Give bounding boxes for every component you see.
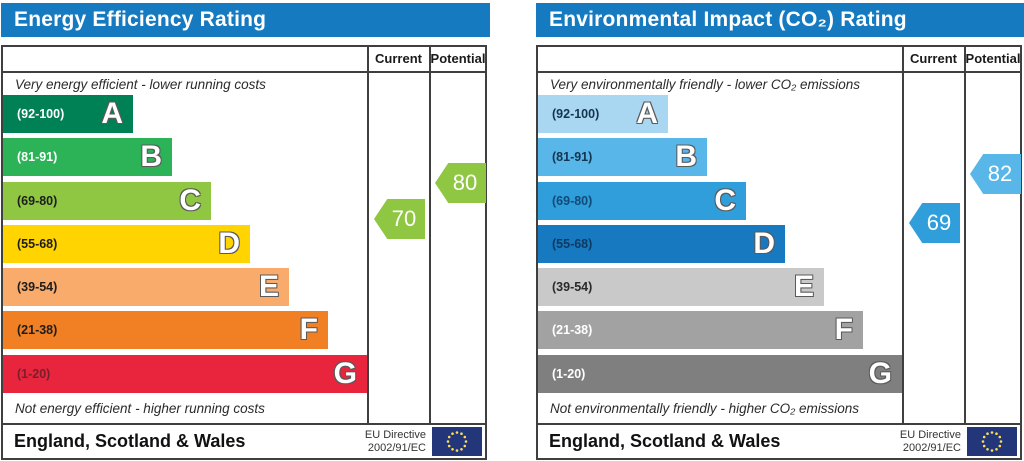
band-range: (39-54) [17, 280, 58, 294]
column-header-divider [536, 71, 1022, 73]
potential-column-header: Potential [965, 51, 1021, 66]
band-letter: B [140, 140, 162, 173]
band-letter: A [101, 97, 123, 130]
eu-directive-line2: 2002/91/EC [367, 441, 426, 454]
band-letter: F [834, 313, 853, 346]
panel-title: Environmental Impact (CO₂) Rating [549, 8, 907, 31]
band-letter: F [299, 313, 318, 346]
eu-directive-line1: EU Directive [899, 429, 961, 441]
potential-score-value: 82 [987, 161, 1013, 186]
region-label: England, Scotland & Wales [14, 431, 246, 451]
band-range: (21-38) [17, 323, 58, 337]
band-row-c: (69-80) C [538, 182, 746, 220]
potential-column-divider [429, 45, 431, 425]
top-note: Very environmentally friendly - lower CO… [550, 77, 860, 92]
bottom-note: Not environmentally friendly - higher CO… [550, 401, 860, 416]
eu-flag-icon [967, 427, 1017, 456]
band-row-d: (55-68) D [538, 225, 785, 263]
band-letter: D [218, 227, 240, 260]
band-range: (39-54) [552, 280, 593, 294]
current-score-value: 70 [391, 206, 417, 231]
band-letter: D [753, 227, 775, 260]
panel-header-bar: Energy Efficiency Rating [1, 3, 490, 37]
panel-footer: England, Scotland & Wales EU Directive 2… [1, 423, 487, 460]
band-row-e: (39-54) E [538, 268, 824, 306]
current-score-value: 69 [926, 210, 952, 235]
band-row-f: (21-38) F [538, 311, 863, 349]
panel-footer: England, Scotland & Wales EU Directive 2… [536, 423, 1022, 460]
band-letter: A [636, 97, 658, 130]
current-column-header: Current [375, 51, 422, 66]
region-label: England, Scotland & Wales [549, 431, 781, 451]
panel-title: Energy Efficiency Rating [14, 8, 267, 31]
bottom-note: Not energy efficient - higher running co… [15, 401, 265, 416]
band-range: (92-100) [17, 107, 65, 121]
environmental-impact-panel: Environmental Impact (CO₂) Rating Curren… [535, 0, 1024, 461]
band-row-d: (55-68) D [3, 225, 250, 263]
band-range: (69-80) [17, 194, 58, 208]
band-range: (81-91) [17, 150, 58, 164]
band-range: (81-91) [552, 150, 593, 164]
potential-score-value: 80 [452, 170, 478, 195]
band-row-g: (1-20) G [538, 355, 902, 393]
band-range: (92-100) [552, 107, 600, 121]
band-row-b: (81-91) B [538, 138, 707, 176]
band-row-g: (1-20) G [3, 355, 367, 393]
band-range: (69-80) [552, 194, 593, 208]
eu-directive-line2: 2002/91/EC [902, 441, 961, 454]
eu-directive-label: EU Directive 2002/91/EC [365, 429, 426, 454]
band-letter: G [868, 357, 892, 390]
eu-flag-icon [432, 427, 482, 456]
column-header-divider [1, 71, 487, 73]
band-row-e: (39-54) E [3, 268, 289, 306]
eu-directive-line1: EU Directive [364, 429, 426, 441]
potential-column-divider [964, 45, 966, 425]
band-range: (21-38) [552, 323, 593, 337]
band-row-f: (21-38) F [3, 311, 328, 349]
band-letter: C [714, 184, 736, 217]
current-column-header: Current [910, 51, 957, 66]
band-letter: E [793, 270, 814, 303]
top-note: Very energy efficient - lower running co… [15, 77, 266, 92]
current-column-divider [902, 45, 904, 425]
current-column-divider [367, 45, 369, 425]
band-letter: B [675, 140, 697, 173]
band-letter: E [258, 270, 279, 303]
potential-column-header: Potential [430, 51, 486, 66]
band-row-a: (92-100) A [538, 95, 668, 133]
band-range: (1-20) [17, 367, 51, 381]
band-row-a: (92-100) A [3, 95, 133, 133]
band-letter: G [333, 357, 357, 390]
band-range: (55-68) [17, 237, 58, 251]
eu-directive-label: EU Directive 2002/91/EC [900, 429, 961, 454]
band-row-b: (81-91) B [3, 138, 172, 176]
band-letter: C [179, 184, 201, 217]
panel-header-bar: Environmental Impact (CO₂) Rating [536, 3, 1024, 37]
band-row-c: (69-80) C [3, 182, 211, 220]
band-range: (55-68) [552, 237, 593, 251]
band-range: (1-20) [552, 367, 586, 381]
energy-efficiency-panel: Energy Efficiency Rating Current Potenti… [0, 0, 490, 461]
